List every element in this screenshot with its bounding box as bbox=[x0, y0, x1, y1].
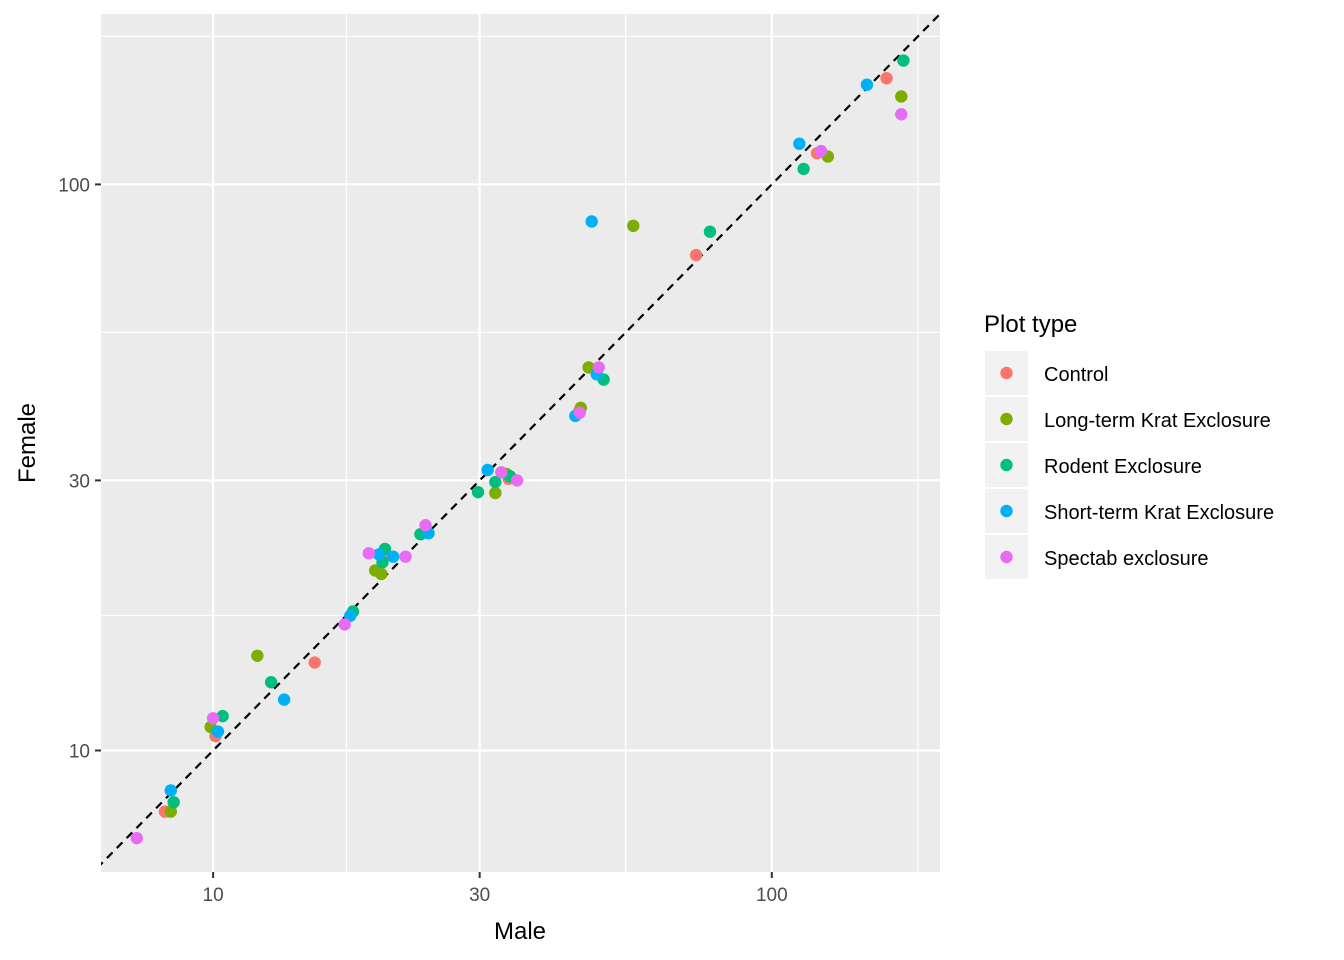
data-point bbox=[582, 361, 595, 374]
legend-items: Control Long-term Krat Exclosure Rodent Ex… bbox=[985, 351, 1274, 579]
legend-key-point bbox=[1000, 504, 1013, 518]
data-point bbox=[338, 618, 351, 631]
plot-panel bbox=[101, 14, 940, 872]
data-point bbox=[211, 725, 225, 738]
legend-label: Rodent Exclosure bbox=[1044, 456, 1202, 478]
data-point bbox=[689, 248, 703, 262]
y-tick-label: 100 bbox=[58, 175, 90, 196]
data-point bbox=[860, 78, 874, 91]
data-point bbox=[130, 831, 143, 845]
data-point bbox=[793, 137, 806, 150]
data-point bbox=[375, 567, 388, 581]
data-point bbox=[585, 215, 598, 228]
data-point bbox=[167, 796, 180, 809]
data-point bbox=[814, 144, 828, 158]
x-axis-title: Male bbox=[494, 918, 546, 945]
data-point bbox=[471, 485, 485, 499]
legend-label: Spectab exclosure bbox=[1044, 548, 1209, 570]
data-point bbox=[510, 474, 524, 487]
data-point bbox=[897, 54, 910, 67]
data-point bbox=[386, 550, 400, 563]
data-point bbox=[362, 547, 376, 560]
y-axis-title: Female bbox=[14, 403, 41, 483]
legend-label: Short-term Krat Exclosure bbox=[1044, 502, 1274, 524]
y-axis: 10 30 100 bbox=[58, 175, 101, 762]
data-point bbox=[251, 649, 264, 662]
legend-key-point bbox=[1000, 550, 1013, 564]
data-point bbox=[703, 225, 717, 238]
data-point bbox=[164, 784, 178, 797]
legend-key-point bbox=[1000, 458, 1013, 472]
data-point bbox=[895, 108, 908, 121]
data-points bbox=[130, 54, 910, 845]
data-point bbox=[419, 519, 432, 532]
data-point bbox=[592, 361, 605, 374]
data-point bbox=[489, 475, 502, 489]
data-point bbox=[277, 693, 291, 706]
data-point bbox=[797, 162, 810, 176]
plot-area bbox=[101, 14, 940, 866]
x-tick-label: 100 bbox=[756, 885, 788, 906]
legend-title: Plot type bbox=[984, 311, 1077, 338]
data-point bbox=[206, 712, 220, 725]
data-point bbox=[895, 90, 908, 103]
data-point bbox=[489, 486, 502, 500]
y-tick-label: 30 bbox=[69, 471, 90, 492]
data-point bbox=[372, 548, 386, 561]
x-axis: 10 30 100 bbox=[203, 872, 788, 906]
grid-minor bbox=[101, 14, 940, 872]
legend-label: Long-term Krat Exclosure bbox=[1044, 410, 1271, 432]
data-point bbox=[880, 72, 893, 85]
x-tick-label: 10 bbox=[203, 885, 224, 906]
legend-label: Control bbox=[1044, 364, 1108, 386]
legend: Plot type Control Long-term Krat Exclosur… bbox=[984, 311, 1274, 579]
data-point bbox=[481, 463, 494, 477]
identity-reference-line bbox=[101, 14, 940, 866]
data-point bbox=[216, 709, 229, 723]
y-tick-label: 10 bbox=[69, 741, 90, 762]
legend-key-point bbox=[1000, 366, 1013, 380]
data-point bbox=[308, 656, 321, 669]
data-point bbox=[495, 466, 508, 479]
legend-key-point bbox=[1000, 412, 1013, 426]
grid-major bbox=[101, 14, 940, 872]
data-point bbox=[627, 219, 640, 233]
data-point bbox=[573, 406, 586, 419]
x-tick-label: 30 bbox=[469, 885, 490, 906]
data-point bbox=[264, 676, 278, 689]
data-point bbox=[399, 550, 412, 563]
